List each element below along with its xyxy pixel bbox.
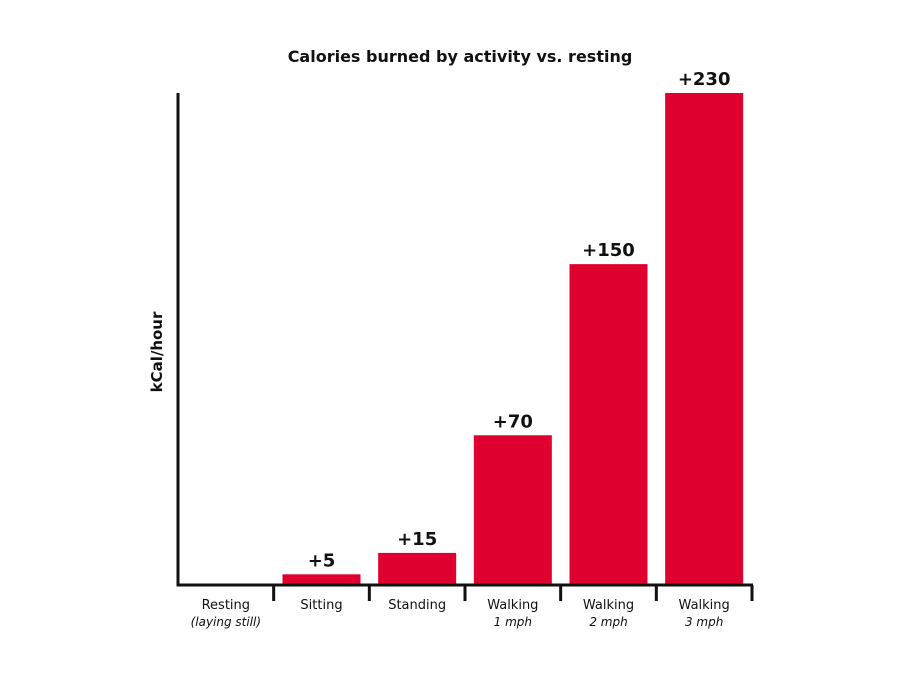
data-label: +70	[493, 411, 533, 432]
x-tick-label: Standing	[388, 598, 446, 613]
data-label: +5	[308, 550, 336, 571]
bar	[473, 435, 552, 585]
x-tick-label: Walking	[679, 598, 730, 613]
y-axis-label: kCal/hour	[148, 311, 166, 392]
data-label: +15	[397, 529, 437, 550]
bar	[665, 93, 744, 585]
bar	[569, 264, 648, 585]
x-tick-sublabel: 3 mph	[685, 615, 723, 629]
bars-group: +5 +15 +70 +150 +230	[282, 69, 744, 585]
data-label: +230	[678, 69, 731, 90]
x-tick-label: Sitting	[300, 598, 342, 613]
x-tick-label: Walking	[487, 598, 538, 613]
x-tick-sublabel: 2 mph	[589, 615, 627, 629]
x-tick-sublabel: (laying still)	[191, 615, 261, 629]
chart-title: Calories burned by activity vs. resting	[288, 47, 633, 66]
data-label: +150	[582, 240, 635, 261]
x-tick-label: Resting	[202, 598, 250, 613]
x-tick-labels-group: Resting (laying still) Sitting Standing Walk…	[191, 598, 730, 629]
bar	[282, 574, 361, 585]
x-tick-sublabel: 1 mph	[494, 615, 532, 629]
x-tick-label: Walking	[583, 598, 634, 613]
x-ticks-group	[272, 585, 754, 601]
bar	[378, 552, 457, 585]
